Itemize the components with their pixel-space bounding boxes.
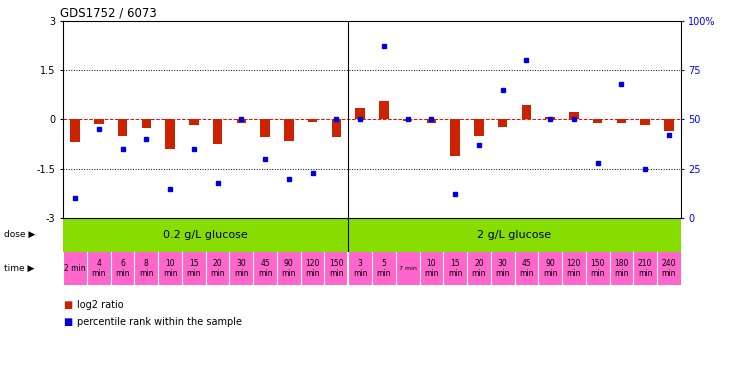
Text: 20
min: 20 min bbox=[472, 259, 486, 278]
Text: ■: ■ bbox=[63, 317, 72, 327]
Bar bbox=[379, 101, 388, 119]
Bar bbox=[332, 119, 341, 138]
Text: percentile rank within the sample: percentile rank within the sample bbox=[77, 317, 242, 327]
Text: ■: ■ bbox=[63, 300, 72, 310]
Text: 30
min: 30 min bbox=[496, 259, 510, 278]
Text: 10
min: 10 min bbox=[163, 259, 177, 278]
Text: 4
min: 4 min bbox=[92, 259, 106, 278]
Bar bbox=[308, 119, 318, 122]
Text: 150
min: 150 min bbox=[591, 259, 605, 278]
Bar bbox=[426, 119, 436, 123]
Text: 120
min: 120 min bbox=[305, 259, 320, 278]
Text: 2 min: 2 min bbox=[64, 264, 86, 273]
Bar bbox=[498, 119, 507, 127]
Bar bbox=[593, 119, 603, 123]
Bar bbox=[450, 119, 460, 156]
Bar bbox=[71, 119, 80, 142]
Text: 240
min: 240 min bbox=[661, 259, 676, 278]
Bar bbox=[403, 119, 412, 121]
Text: 20
min: 20 min bbox=[211, 259, 225, 278]
Bar bbox=[545, 117, 555, 119]
Text: 0.2 g/L glucose: 0.2 g/L glucose bbox=[164, 230, 248, 240]
Text: 210
min: 210 min bbox=[638, 259, 652, 278]
Text: time ▶: time ▶ bbox=[4, 264, 34, 273]
Bar bbox=[165, 119, 175, 149]
Text: 45
min: 45 min bbox=[519, 259, 533, 278]
Text: 90
min: 90 min bbox=[543, 259, 557, 278]
Text: 6
min: 6 min bbox=[115, 259, 130, 278]
Bar bbox=[237, 119, 246, 123]
Text: 30
min: 30 min bbox=[234, 259, 248, 278]
Text: 45
min: 45 min bbox=[258, 259, 272, 278]
Bar bbox=[569, 112, 579, 119]
Text: 150
min: 150 min bbox=[329, 259, 344, 278]
Text: 90
min: 90 min bbox=[282, 259, 296, 278]
Text: 3
min: 3 min bbox=[353, 259, 368, 278]
Text: log2 ratio: log2 ratio bbox=[77, 300, 124, 310]
Text: 15
min: 15 min bbox=[448, 259, 462, 278]
Bar bbox=[189, 119, 199, 125]
Text: 7 min: 7 min bbox=[399, 266, 417, 271]
Bar bbox=[617, 119, 626, 123]
Bar bbox=[641, 119, 650, 125]
Text: 8
min: 8 min bbox=[139, 259, 153, 278]
Bar bbox=[141, 119, 151, 128]
Bar bbox=[474, 119, 484, 136]
Bar bbox=[664, 119, 673, 131]
Bar bbox=[213, 119, 222, 144]
Bar bbox=[118, 119, 127, 136]
Bar bbox=[522, 105, 531, 119]
Text: 15
min: 15 min bbox=[187, 259, 201, 278]
Text: 5
min: 5 min bbox=[376, 259, 391, 278]
Text: 120
min: 120 min bbox=[567, 259, 581, 278]
Text: 10
min: 10 min bbox=[424, 259, 439, 278]
Text: dose ▶: dose ▶ bbox=[4, 230, 35, 239]
Bar bbox=[260, 119, 270, 138]
Bar bbox=[94, 119, 103, 124]
Text: 180
min: 180 min bbox=[614, 259, 629, 278]
Text: 2 g/L glucose: 2 g/L glucose bbox=[478, 230, 551, 240]
Bar bbox=[284, 119, 294, 141]
Text: GDS1752 / 6073: GDS1752 / 6073 bbox=[60, 6, 157, 20]
Bar bbox=[356, 108, 365, 119]
